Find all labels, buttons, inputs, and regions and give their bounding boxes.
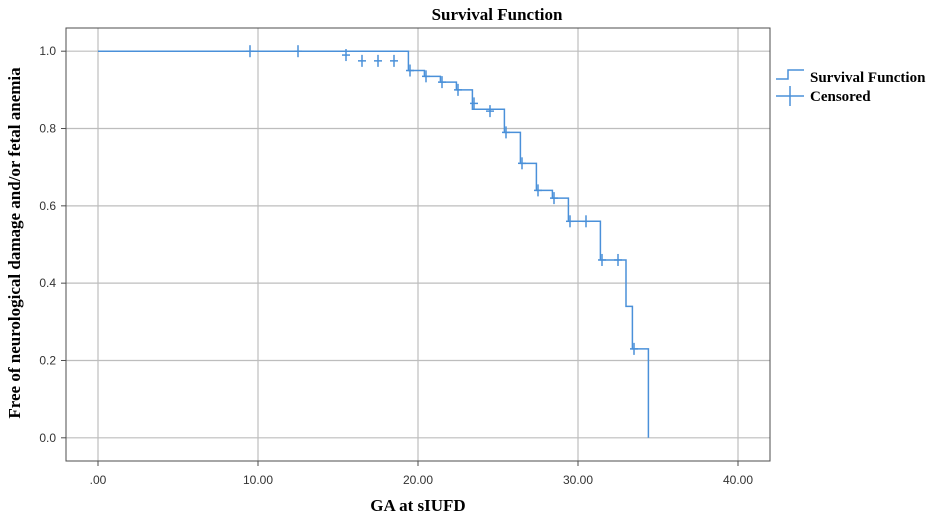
legend-label-censored: Censored bbox=[810, 89, 871, 105]
y-tick-label: 0.0 bbox=[39, 431, 56, 445]
x-axis-title: GA at sIUFD bbox=[370, 496, 465, 515]
x-tick-label: 20.00 bbox=[403, 473, 433, 487]
censored-marker bbox=[422, 70, 430, 83]
x-axis-ticks: .00 10.00 20.00 30.00 40.00 bbox=[90, 461, 753, 487]
y-tick-label: 0.8 bbox=[39, 122, 56, 136]
censored-marker bbox=[518, 157, 526, 170]
censored-marker bbox=[630, 342, 638, 355]
censored-marker bbox=[614, 253, 622, 266]
survival-function-line bbox=[98, 50, 650, 438]
x-tick-label: .00 bbox=[90, 473, 107, 487]
censored-marker bbox=[470, 97, 478, 110]
chart-title: Survival Function bbox=[432, 5, 563, 24]
censored-marker bbox=[390, 54, 398, 67]
y-axis-title: Free of neurological damage and/or fetal… bbox=[5, 67, 24, 419]
legend-step-icon bbox=[776, 69, 804, 80]
x-tick-label: 10.00 bbox=[243, 473, 273, 487]
censored-marker bbox=[486, 105, 494, 118]
censored-marker bbox=[246, 45, 254, 58]
censored-marker bbox=[342, 49, 350, 62]
censored-marker bbox=[566, 215, 574, 228]
censored-marker bbox=[374, 54, 382, 67]
censored-marker bbox=[502, 126, 510, 139]
grid-lines bbox=[66, 28, 770, 461]
series-layer bbox=[98, 45, 650, 438]
y-tick-label: 1.0 bbox=[39, 44, 56, 58]
censored-marker bbox=[550, 192, 558, 205]
y-tick-label: 0.2 bbox=[39, 353, 56, 367]
y-tick-label: 0.4 bbox=[39, 276, 56, 290]
y-axis-ticks: 0.0 0.2 0.4 0.6 0.8 1.0 bbox=[39, 44, 66, 445]
censored-marker bbox=[454, 83, 462, 96]
legend: Survival Function Censored bbox=[776, 69, 926, 106]
censored-marker bbox=[598, 253, 606, 266]
censored-marker bbox=[534, 184, 542, 197]
censored-marker bbox=[406, 64, 414, 77]
censored-marker bbox=[294, 45, 302, 58]
y-tick-label: 0.6 bbox=[39, 199, 56, 213]
legend-label-survival-function: Survival Function bbox=[810, 70, 926, 86]
censored-marker bbox=[582, 215, 590, 228]
x-tick-label: 40.00 bbox=[723, 473, 753, 487]
censored-marker bbox=[358, 54, 366, 67]
censored-marker bbox=[438, 76, 446, 89]
x-tick-label: 30.00 bbox=[563, 473, 593, 487]
